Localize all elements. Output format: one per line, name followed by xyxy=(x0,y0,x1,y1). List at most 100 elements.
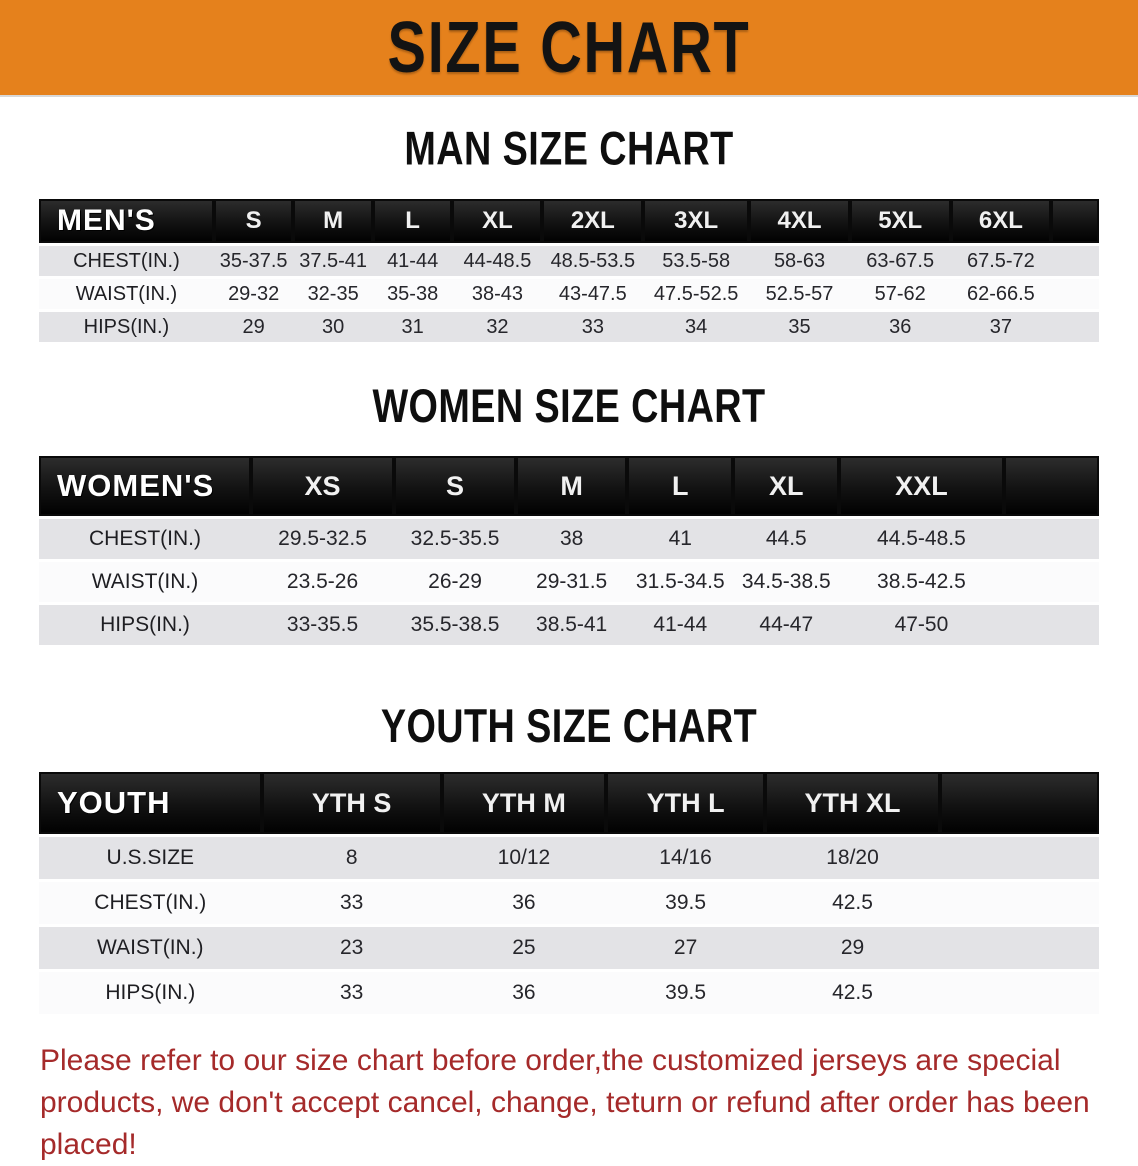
size-value-cell: 26-29 xyxy=(394,559,516,604)
size-table-row: HIPS(IN.) 33-35.5 35.5-38.5 38.5-41 41-44 44-… xyxy=(39,602,1099,645)
size-value-cell: 35.5-38.5 xyxy=(394,602,516,645)
size-value-cell: 41-44 xyxy=(627,602,734,645)
size-value-cell: 34 xyxy=(643,309,750,342)
size-table-row: CHEST(IN.) 29.5-32.5 32.5-35.5 38 41 44.5 44.5… xyxy=(39,516,1099,561)
size-value-cell: 36 xyxy=(849,309,951,342)
table-label: WOMEN'S xyxy=(39,456,251,518)
size-value-cell: 38 xyxy=(515,516,628,561)
filler-cell xyxy=(1051,309,1099,342)
men-section-heading: MAN SIZE CHART xyxy=(404,121,734,176)
size-value-cell: 44.5 xyxy=(733,516,840,561)
size-value-cell: 33 xyxy=(542,309,644,342)
size-value-cell: 37.5-41 xyxy=(293,243,373,278)
row-label: U.S.SIZE xyxy=(39,834,262,881)
size-value-cell: 23 xyxy=(261,924,442,971)
women-size-section: WOMEN SIZE CHART WOMEN'S XS S M L XL XXL CHEST(… xyxy=(0,342,1138,645)
women-size-table: WOMEN'S XS S M L XL XXL CHEST(IN.) 29.5-32.5 32.5… xyxy=(39,456,1099,645)
men-size-table: MEN'S S M L XL 2XL 3XL 4XL 5XL 6XL CHEST(IN.) 35-37… xyxy=(39,199,1099,342)
size-value-cell: 10/12 xyxy=(441,834,607,881)
table-label: YOUTH xyxy=(39,772,262,836)
size-value-cell: 38-43 xyxy=(452,276,543,311)
size-value-cell: 35-38 xyxy=(372,276,453,311)
size-value-cell: 29-32 xyxy=(213,276,294,311)
size-value-cell: 25 xyxy=(441,924,607,971)
row-label: HIPS(IN.) xyxy=(39,309,214,342)
size-column-header: XL xyxy=(733,456,840,518)
size-table-row: U.S.SIZE 8 10/12 14/16 18/20 xyxy=(39,834,1099,881)
size-chart-banner: SIZE CHART xyxy=(0,0,1138,97)
size-table-row: WAIST(IN.) 29-32 32-35 35-38 38-43 43-47.5 47.… xyxy=(39,276,1099,311)
size-table-row: WAIST(IN.) 23.5-26 26-29 29-31.5 31.5-34.5 34… xyxy=(39,559,1099,604)
size-value-cell: 14/16 xyxy=(606,834,766,881)
size-value-cell: 58-63 xyxy=(749,243,850,278)
size-value-cell: 36 xyxy=(441,969,607,1014)
size-column-header: YTH S xyxy=(261,772,442,836)
size-table-row: CHEST(IN.) 33 36 39.5 42.5 xyxy=(39,879,1099,926)
filler-cell xyxy=(1003,516,1099,561)
size-value-cell: 27 xyxy=(606,924,766,971)
size-table-header-row: MEN'S S M L XL 2XL 3XL 4XL 5XL 6XL xyxy=(39,199,1099,245)
size-value-cell: 41 xyxy=(627,516,734,561)
youth-section-heading: YOUTH SIZE CHART xyxy=(380,698,758,753)
row-label: WAIST(IN.) xyxy=(39,924,262,971)
size-value-cell: 37 xyxy=(950,309,1052,342)
size-value-cell: 31.5-34.5 xyxy=(627,559,734,604)
size-value-cell: 33-35.5 xyxy=(251,602,395,645)
size-value-cell: 35-37.5 xyxy=(213,243,294,278)
size-column-header: YTH L xyxy=(606,772,766,836)
size-value-cell: 32.5-35.5 xyxy=(394,516,516,561)
size-value-cell: 39.5 xyxy=(606,969,766,1014)
size-value-cell: 42.5 xyxy=(765,879,940,926)
size-value-cell: 44-48.5 xyxy=(452,243,543,278)
row-label: HIPS(IN.) xyxy=(39,602,251,645)
filler-header-cell xyxy=(1051,199,1099,245)
filler-header-cell xyxy=(939,772,1099,836)
row-label: WAIST(IN.) xyxy=(39,559,251,604)
women-section-heading: WOMEN SIZE CHART xyxy=(372,378,766,433)
row-label: CHEST(IN.) xyxy=(39,243,214,278)
size-value-cell: 31 xyxy=(372,309,453,342)
size-value-cell: 53.5-58 xyxy=(643,243,750,278)
size-column-header: YTH XL xyxy=(765,772,940,836)
size-column-header: XS xyxy=(251,456,395,518)
size-column-header: 5XL xyxy=(849,199,951,245)
size-value-cell: 63-67.5 xyxy=(849,243,951,278)
size-value-cell: 44.5-48.5 xyxy=(839,516,1004,561)
filler-cell xyxy=(939,924,1099,971)
size-value-cell: 29.5-32.5 xyxy=(251,516,395,561)
size-value-cell: 38.5-41 xyxy=(515,602,628,645)
size-table-row: WAIST(IN.) 23 25 27 29 xyxy=(39,924,1099,971)
size-column-header: M xyxy=(515,456,628,518)
size-value-cell: 32-35 xyxy=(293,276,373,311)
size-table-header-row: YOUTH YTH S YTH M YTH L YTH XL xyxy=(39,772,1099,836)
size-column-header: YTH M xyxy=(441,772,607,836)
size-column-header: XXL xyxy=(839,456,1004,518)
size-value-cell: 47-50 xyxy=(839,602,1004,645)
size-value-cell: 29 xyxy=(213,309,294,342)
size-value-cell: 36 xyxy=(441,879,607,926)
size-table-row: CHEST(IN.) 35-37.5 37.5-41 41-44 44-48.5 48.5… xyxy=(39,243,1099,278)
size-value-cell: 41-44 xyxy=(372,243,453,278)
size-value-cell: 57-62 xyxy=(849,276,951,311)
size-value-cell: 8 xyxy=(261,834,442,881)
filler-cell xyxy=(1051,243,1099,278)
table-label: MEN'S xyxy=(39,199,214,245)
filler-cell xyxy=(1003,602,1099,645)
filler-header-cell xyxy=(1003,456,1099,518)
youth-size-section: YOUTH SIZE CHART YOUTH YTH S YTH M YTH L YTH… xyxy=(0,645,1138,1014)
size-value-cell: 44-47 xyxy=(733,602,840,645)
row-label: CHEST(IN.) xyxy=(39,879,262,926)
row-label: WAIST(IN.) xyxy=(39,276,214,311)
size-column-header: S xyxy=(394,456,516,518)
filler-cell xyxy=(939,969,1099,1014)
size-value-cell: 42.5 xyxy=(765,969,940,1014)
size-table-row: HIPS(IN.) 29 30 31 32 33 34 35 36 37 xyxy=(39,309,1099,342)
row-label: CHEST(IN.) xyxy=(39,516,251,561)
size-value-cell: 32 xyxy=(452,309,543,342)
size-table-row: HIPS(IN.) 33 36 39.5 42.5 xyxy=(39,969,1099,1014)
size-column-header: M xyxy=(293,199,373,245)
banner-title: SIZE CHART xyxy=(387,6,751,88)
size-value-cell: 33 xyxy=(261,969,442,1014)
size-value-cell: 34.5-38.5 xyxy=(733,559,840,604)
size-column-header: 3XL xyxy=(643,199,750,245)
